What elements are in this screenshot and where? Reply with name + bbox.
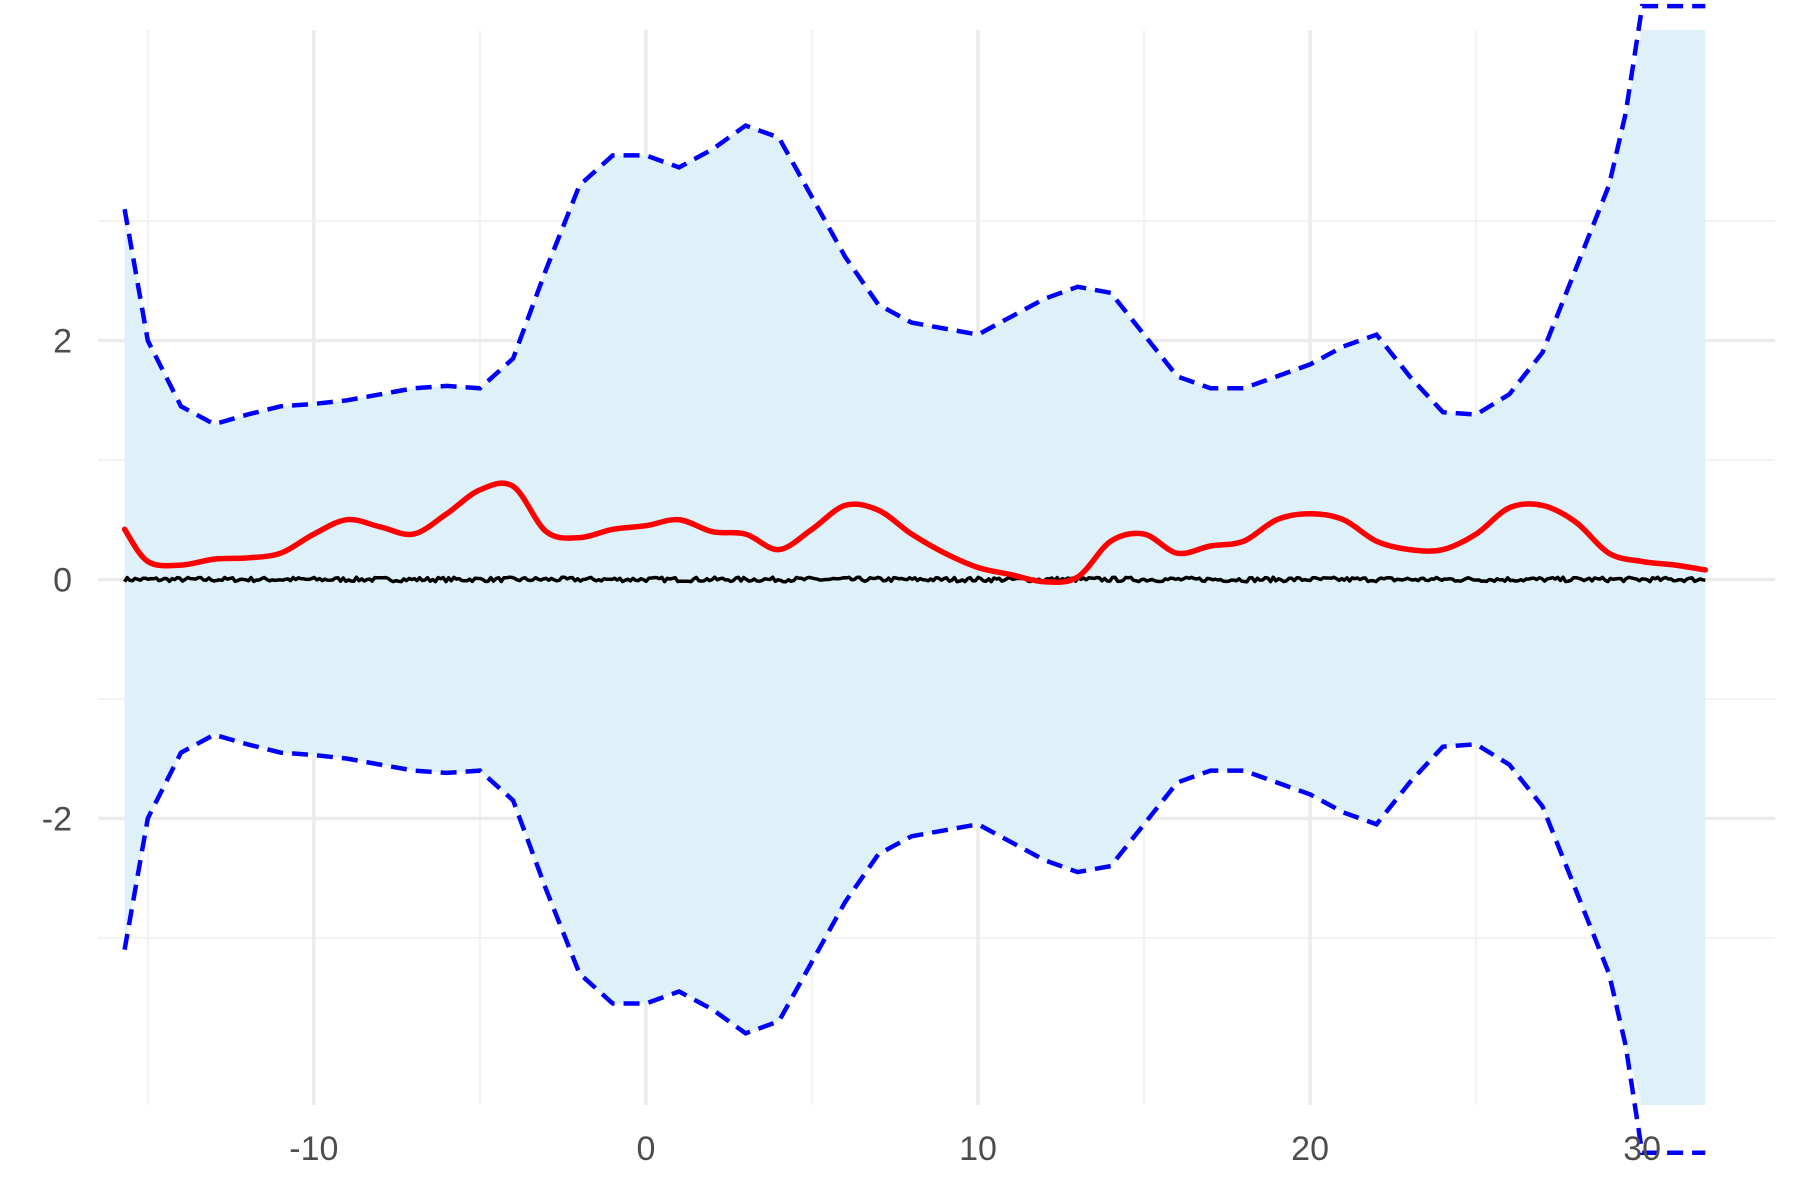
y-tick-label: 0 [53,561,72,599]
x-tick-label: -10 [289,1130,338,1168]
confidence-band [124,30,1706,1105]
band-layer [122,3,1706,1156]
upper-bound-line [122,3,1706,427]
x-tick-label: 30 [1623,1130,1661,1168]
series-layer [121,480,1709,586]
lower-bound-line [122,732,1706,1156]
data-series-line [123,575,1706,584]
x-tick-label: 0 [636,1130,655,1168]
smooth-trend-line [121,480,1709,586]
y-tick-label: 2 [53,323,72,361]
y-tick-label: -2 [42,800,72,838]
axis-layer: -10 0 10 20 30 -2 0 2 [42,323,1661,1168]
x-tick-label: 10 [959,1130,997,1168]
x-tick-label: 20 [1291,1130,1329,1168]
